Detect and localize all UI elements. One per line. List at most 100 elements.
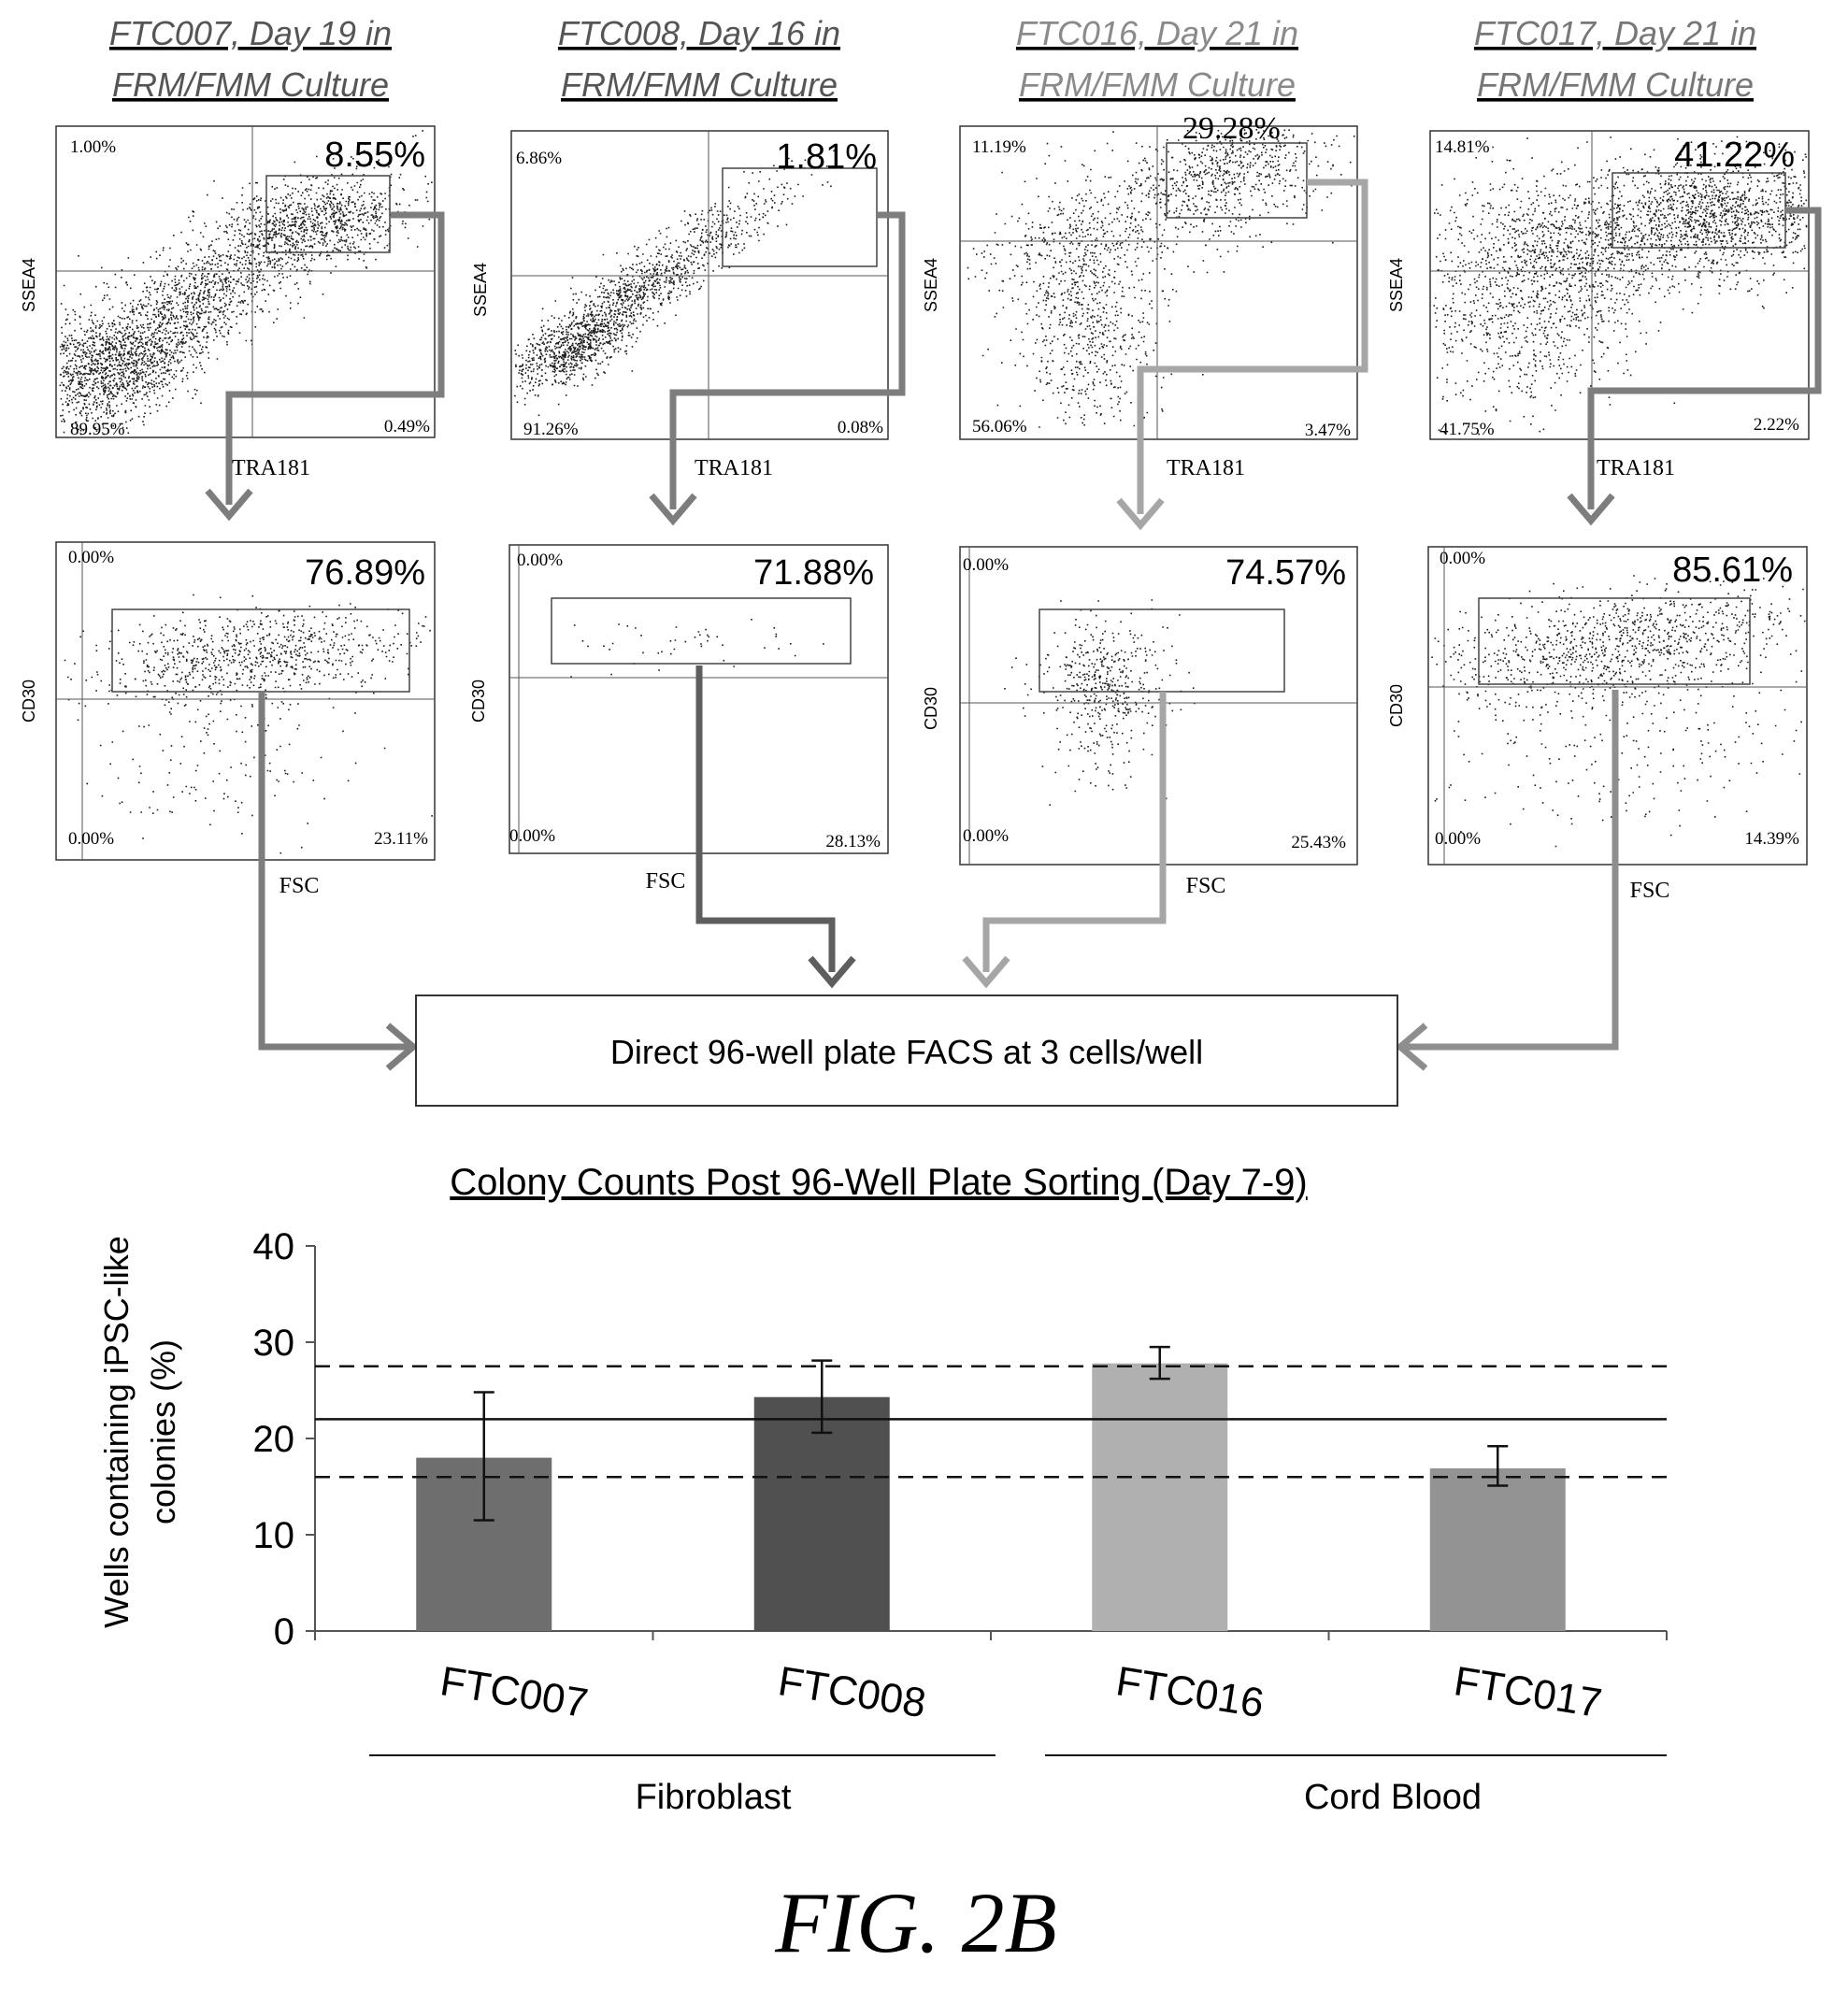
bar-ftc017 xyxy=(1429,1467,1566,1631)
y-axis-label: CD30 xyxy=(20,680,38,723)
quadrant-ul-percentage: 0.00% xyxy=(517,551,563,570)
quadrant-lr-percentage: 28.13% xyxy=(825,832,881,851)
y-axis-label: SSEA4 xyxy=(471,263,490,317)
quadrant-lr-percentage: 25.43% xyxy=(1291,833,1346,852)
x-axis-label: FSC xyxy=(1630,879,1670,903)
gate-percentage: 1.81% xyxy=(776,137,877,177)
quadrant-lr-percentage: 3.47% xyxy=(1305,421,1351,440)
x-axis-label: TRA181 xyxy=(232,456,310,480)
bar-ftc016 xyxy=(1092,1363,1228,1631)
quadrant-ll-percentage: 0.00% xyxy=(963,826,1009,846)
facs-box-text: Direct 96-well plate FACS at 3 cells/wel… xyxy=(610,1033,1203,1071)
y-axis-title-line1: Wells containing iPSC-like xyxy=(97,1236,136,1628)
chart-plot-area: 0 10 20 30 40 FTC007 FTC008 FTC016 FTC017 xyxy=(253,1226,1668,1726)
x-axis-label: FSC xyxy=(279,874,320,898)
gate-percentage: 71.88% xyxy=(753,553,874,593)
bar-chart: Colony Counts Post 96-Well Plate Sorting… xyxy=(97,1162,1668,1817)
gating-arrows xyxy=(205,179,1822,1071)
panel-4-title-line2: FRM/FMM Culture xyxy=(1477,65,1754,104)
gate-box xyxy=(265,175,391,253)
y-axis-label: CD30 xyxy=(1387,684,1406,727)
quadrant-lr-percentage: 0.08% xyxy=(838,418,883,437)
x-category-label: FTC008 xyxy=(775,1658,929,1726)
quadrant-ll-percentage: 91.26% xyxy=(523,420,579,439)
x-axis-label: FSC xyxy=(646,869,686,894)
error-bar-ftc008 xyxy=(811,1359,833,1435)
y-axis-label: SSEA4 xyxy=(20,258,38,312)
y-axis-label: SSEA4 xyxy=(922,258,940,312)
scatter-dots xyxy=(59,129,1808,854)
y-tick-label: 20 xyxy=(253,1419,295,1460)
quadrant-ll-percentage: 56.06% xyxy=(972,417,1027,436)
facs-box: Direct 96-well plate FACS at 3 cells/wel… xyxy=(415,994,1398,1107)
y-tick-label: 0 xyxy=(274,1611,294,1653)
quadrant-lr-percentage: 0.49% xyxy=(384,417,430,436)
gate-arrow-3 xyxy=(1137,179,1368,514)
flow-plot-top-1: 8.55% 1.00% 89.95% 0.49% TRA181 SSEA4 xyxy=(20,125,436,480)
gate-percentage: 85.61% xyxy=(1672,551,1793,590)
sort-arrow-2 xyxy=(695,665,836,972)
gate-percentage: 74.57% xyxy=(1225,553,1346,593)
quadrant-ul-percentage: 14.81% xyxy=(1435,137,1490,157)
panel-titles: FTC007, Day 19 in FRM/FMM Culture FTC008… xyxy=(109,14,1756,104)
y-axis-label: SSEA4 xyxy=(1387,258,1406,312)
flow-plot-bottom-1: 76.89% 0.00% 0.00% 23.11% FSC CD30 xyxy=(20,541,436,898)
gate-percentage: 76.89% xyxy=(305,553,425,593)
y-axis-title-line2: colonies (%) xyxy=(144,1339,182,1524)
quadrant-ul-percentage: 11.19% xyxy=(972,137,1026,157)
quadrant-ul-percentage: 0.00% xyxy=(1440,549,1485,568)
error-bar-ftc007 xyxy=(473,1391,494,1522)
quadrant-ll-percentage: 0.00% xyxy=(1435,829,1481,849)
group-brackets: Fibroblast Cord Blood xyxy=(369,1754,1667,1817)
panel-2-title-line1: FTC008, Day 16 in xyxy=(558,14,840,52)
quadrant-ll-percentage: 41.75% xyxy=(1440,420,1495,439)
gate-arrow-4 xyxy=(1587,207,1822,509)
gate-arrow-1 xyxy=(225,211,445,505)
figure-label: FIG. 2B xyxy=(774,1875,1056,1970)
flow-plot-bottom-4: 85.61% 0.00% 0.00% 14.39% FSC CD30 xyxy=(1387,546,1808,903)
gate-percentage: 41.22% xyxy=(1674,136,1795,175)
flow-plot-top-2: 1.81% 6.86% 91.26% 0.08% TRA181 SSEA4 xyxy=(471,130,889,480)
x-axis-label: TRA181 xyxy=(1597,456,1675,480)
quadrant-ul-percentage: 1.00% xyxy=(70,137,116,157)
gate-box xyxy=(1478,597,1751,685)
quadrant-lr-percentage: 14.39% xyxy=(1744,829,1799,849)
x-axis-label: TRA181 xyxy=(1167,456,1245,480)
x-axis-label: TRA181 xyxy=(695,456,773,480)
panel-1-title-line2: FRM/FMM Culture xyxy=(112,65,389,104)
bar-ftc008 xyxy=(753,1396,890,1631)
panel-3-title-line1: FTC016, Day 21 in xyxy=(1016,14,1298,52)
group-label-cord-blood: Cord Blood xyxy=(1304,1778,1482,1817)
group-label-fibroblast: Fibroblast xyxy=(636,1778,792,1817)
flow-plot-bottom-3: 74.57% 0.00% 0.00% 25.43% FSC CD30 xyxy=(922,546,1358,898)
quadrant-ul-percentage: 0.00% xyxy=(963,555,1009,575)
panel-2-title-line2: FRM/FMM Culture xyxy=(561,65,838,104)
flow-plot-bottom-2: 71.88% 0.00% 0.00% 28.13% FSC CD30 xyxy=(469,544,889,894)
quadrant-lr-percentage: 2.22% xyxy=(1754,415,1799,435)
error-bar-ftc017 xyxy=(1487,1444,1509,1487)
panel-3-title-line2: FRM/FMM Culture xyxy=(1019,65,1296,104)
quadrant-ll-percentage: 89.95% xyxy=(70,420,125,439)
quadrant-ll-percentage: 0.00% xyxy=(509,826,555,846)
x-axis-label: FSC xyxy=(1186,874,1226,898)
sort-arrow-4 xyxy=(1402,690,1619,1051)
error-bar-ftc016 xyxy=(1149,1345,1170,1381)
panel-4-title-line1: FTC017, Day 21 in xyxy=(1474,14,1756,52)
gate-box xyxy=(551,597,852,665)
sort-arrow-1 xyxy=(258,692,411,1051)
panel-1-title-line1: FTC007, Day 19 in xyxy=(109,14,392,52)
quadrant-ul-percentage: 0.00% xyxy=(68,548,114,567)
x-category-label: FTC016 xyxy=(1113,1658,1268,1726)
y-tick-label: 30 xyxy=(253,1323,295,1364)
sort-arrow-3 xyxy=(982,692,1167,972)
gate-arrow-2 xyxy=(669,211,906,509)
flow-cytometry-dots xyxy=(59,129,1808,854)
gate-box xyxy=(722,167,878,267)
y-axis-label: CD30 xyxy=(922,687,940,730)
flow-plot-top-4: 41.22% 14.81% 41.75% 2.22% TRA181 SSEA4 xyxy=(1387,130,1810,480)
quadrant-ll-percentage: 0.00% xyxy=(68,829,114,849)
y-axis-label: CD30 xyxy=(469,680,488,723)
quadrant-lr-percentage: 23.11% xyxy=(374,829,428,849)
x-category-label: FTC017 xyxy=(1451,1658,1605,1726)
